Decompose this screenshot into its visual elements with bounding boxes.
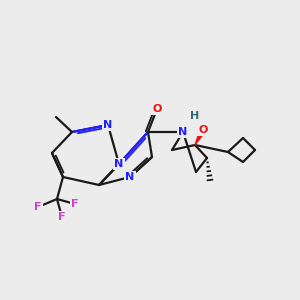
Text: F: F xyxy=(58,212,66,222)
Polygon shape xyxy=(195,129,206,145)
Text: N: N xyxy=(125,172,135,182)
Text: N: N xyxy=(103,120,112,130)
Text: F: F xyxy=(71,199,79,209)
Text: F: F xyxy=(34,202,42,212)
Text: H: H xyxy=(190,111,200,121)
Text: O: O xyxy=(198,125,208,135)
Text: N: N xyxy=(114,159,124,169)
Text: N: N xyxy=(178,127,188,137)
Text: O: O xyxy=(152,104,162,114)
